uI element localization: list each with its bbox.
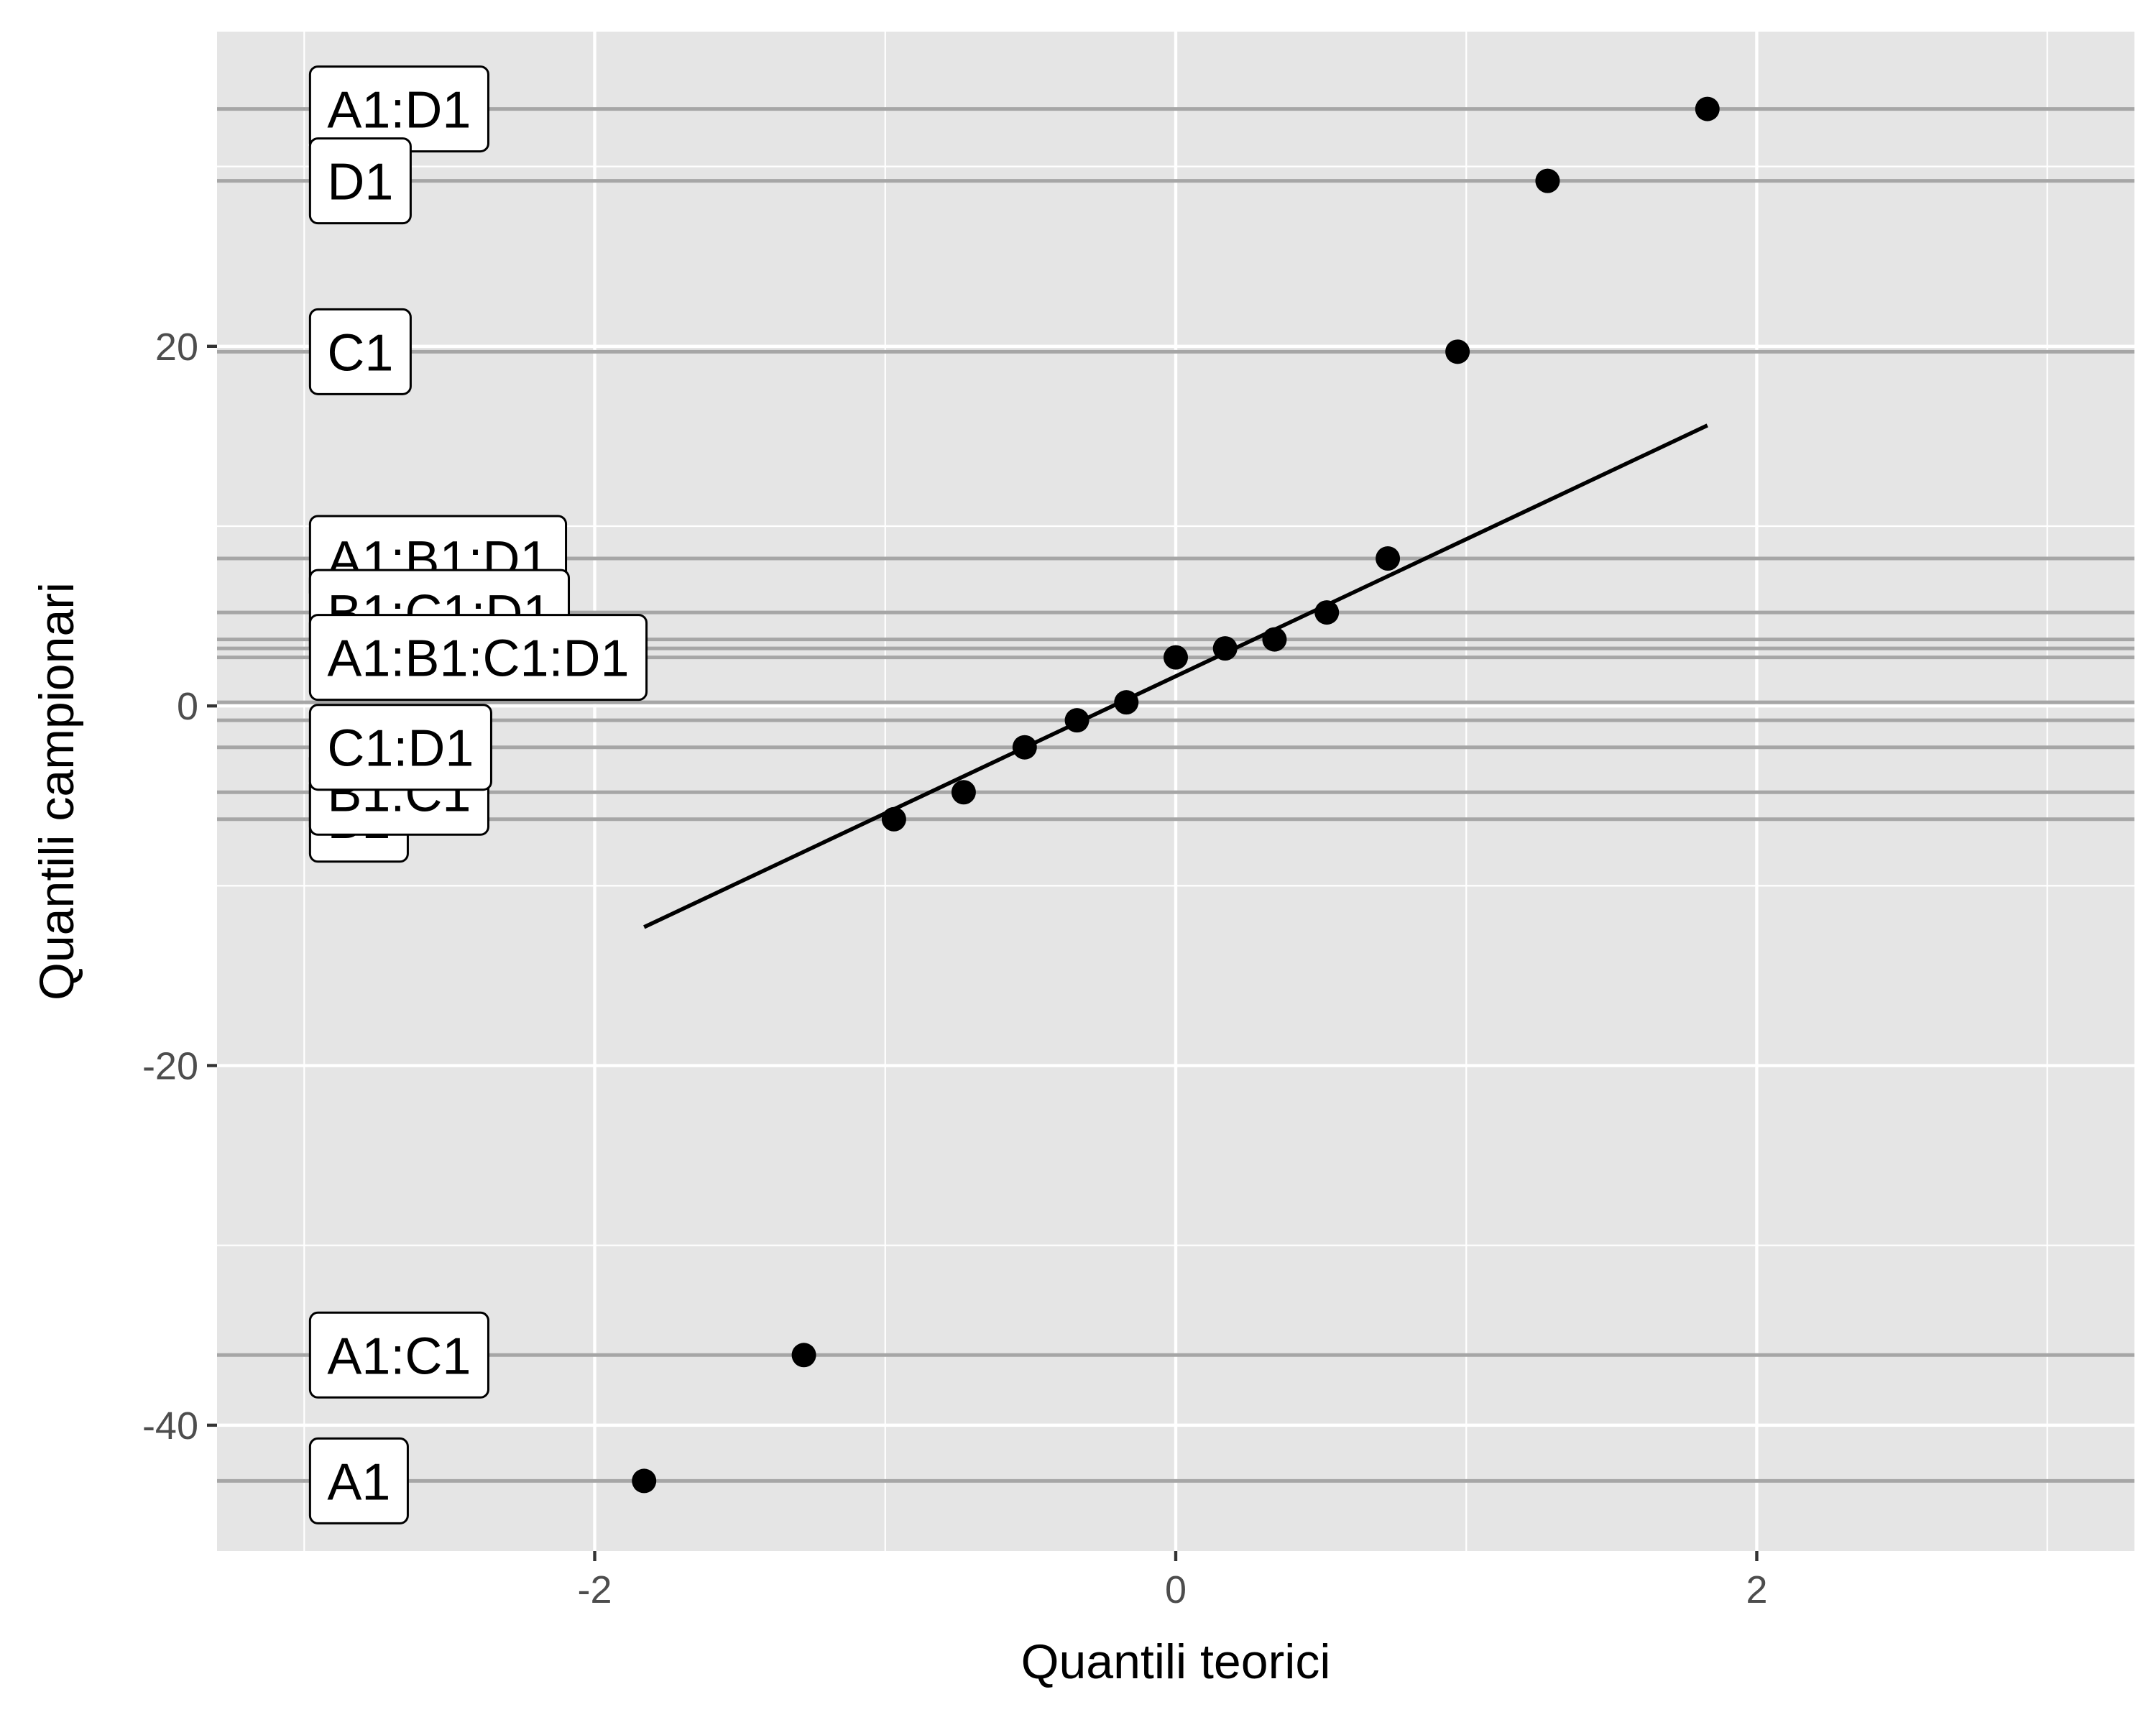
effect-label-box: [308, 704, 492, 791]
y-axis: -40 -20 0 20: [142, 326, 217, 1448]
x-tick-label: 2: [1746, 1568, 1767, 1611]
data-point: [951, 780, 976, 805]
effect-label: A1:B1:C1:D1: [308, 614, 648, 702]
effect-label-text: A1:B1:C1:D1: [327, 630, 629, 688]
y-tick-label: 20: [155, 326, 198, 369]
data-point: [1164, 645, 1188, 670]
effect-label: C1: [308, 308, 412, 395]
y-tick-label: -20: [142, 1045, 198, 1088]
effect-label-text: A1:D1: [327, 82, 471, 139]
y-axis-title: Quantili campionari: [29, 582, 84, 1000]
data-point: [1064, 708, 1089, 733]
data-point: [1012, 735, 1037, 760]
data-point: [1262, 627, 1287, 652]
effect-label-box: [308, 1437, 409, 1524]
qq-reference-line: [643, 423, 1708, 929]
data-point: [1314, 600, 1340, 625]
data-point: [1212, 636, 1238, 661]
effect-label-box: [308, 614, 648, 702]
effect-label-text: C1:D1: [327, 720, 474, 778]
x-axis-title: Quantili teorici: [1021, 1634, 1331, 1689]
effect-label-box: [308, 308, 412, 395]
effect-label: A1:D1: [308, 65, 489, 153]
data-point: [881, 806, 906, 832]
y-tick-label: 0: [177, 685, 198, 728]
data-point: [1376, 546, 1401, 571]
x-tick-label: 0: [1165, 1568, 1187, 1611]
effect-label-text: A1:C1: [327, 1328, 471, 1385]
data-points: [632, 96, 1720, 1494]
data-point: [1535, 168, 1560, 193]
x-tick-label: -2: [578, 1568, 612, 1611]
y-tick-label: -40: [142, 1404, 198, 1448]
data-point: [1445, 339, 1470, 364]
effect-label: A1:C1: [308, 1311, 489, 1399]
effect-label-text: C1: [327, 324, 393, 382]
effect-labels: A1:D1D1C1A1:B1:D1B1:C1:D1A1:B1:C1:D1B1B1…: [308, 65, 648, 1524]
effect-label: A1: [308, 1437, 409, 1524]
data-point: [1695, 96, 1720, 121]
data-point: [791, 1343, 816, 1368]
effect-label-text: A1: [327, 1453, 390, 1511]
effect-label-box: [308, 137, 412, 225]
x-axis: -2 0 2: [578, 1551, 1768, 1611]
data-point: [632, 1468, 657, 1494]
effect-label: D1: [308, 137, 412, 225]
effect-label-box: [308, 1311, 489, 1399]
effect-label-text: D1: [327, 154, 393, 211]
effect-label: C1:D1: [308, 704, 492, 791]
data-point: [1114, 690, 1139, 715]
